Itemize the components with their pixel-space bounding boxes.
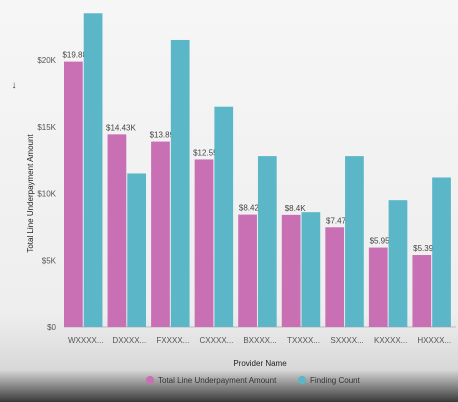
data-label: $5.39K — [413, 244, 439, 253]
legend-swatch — [146, 376, 154, 384]
y-axis-title: Total Line Underpayment Amount — [26, 134, 35, 253]
underpayment-bar — [194, 159, 214, 327]
data-label: $5.95K — [370, 237, 396, 246]
legend-label: Total Line Underpayment Amount — [158, 376, 277, 385]
data-label: $19.88K — [62, 51, 92, 60]
data-label: $12.55K — [193, 148, 223, 157]
y-tick-label: $20K — [37, 56, 56, 65]
finding-count-bar — [127, 173, 147, 327]
sort-down-arrow-icon[interactable]: ↓ — [11, 80, 17, 91]
underpayment-bar — [281, 214, 301, 327]
finding-count-bar — [301, 212, 321, 327]
finding-count-bar — [345, 156, 364, 327]
x-tick-label: SXXXX... — [330, 336, 363, 345]
finding-count-bar — [432, 177, 451, 327]
legend-label: Finding Count — [310, 376, 361, 385]
x-tick-label: WXXXX... — [68, 336, 104, 345]
underpayment-bar — [325, 227, 345, 327]
x-tick-label: HXXXX... — [417, 336, 451, 345]
x-axis-title: Provider Name — [233, 359, 287, 368]
data-label: $14.43K — [106, 123, 136, 132]
y-tick-label: $5K — [42, 256, 57, 265]
finding-count-bar — [170, 39, 190, 327]
data-label: $7.47K — [326, 216, 352, 225]
finding-count-bar — [83, 13, 103, 328]
data-label: $13.89K — [150, 131, 180, 140]
x-tick-label: CXXXX... — [200, 336, 234, 345]
underpayment-bar — [368, 247, 388, 327]
underpayment-bar — [107, 134, 127, 327]
underpayment-bar — [412, 255, 432, 327]
y-tick-label: $0 — [47, 323, 56, 332]
underpayment-bar — [151, 141, 170, 327]
x-tick-label: FXXXX... — [156, 336, 189, 345]
data-label: $8.42K — [239, 204, 265, 213]
y-tick-label: $15K — [37, 123, 56, 132]
y-tick-label: $10K — [37, 190, 56, 199]
x-tick-label: KXXXX... — [374, 336, 407, 345]
x-tick-label: BXXXX... — [243, 336, 276, 345]
finding-count-bar — [257, 156, 277, 327]
data-label: $8.4K — [285, 204, 307, 213]
underpayment-bar — [238, 214, 257, 327]
finding-count-bar — [388, 200, 408, 327]
x-tick-label: DXXXX... — [112, 336, 146, 345]
underpayment-bar — [64, 61, 83, 328]
x-tick-label: TXXXX... — [287, 336, 320, 345]
legend-swatch — [298, 376, 306, 384]
finding-count-bar — [214, 106, 234, 327]
